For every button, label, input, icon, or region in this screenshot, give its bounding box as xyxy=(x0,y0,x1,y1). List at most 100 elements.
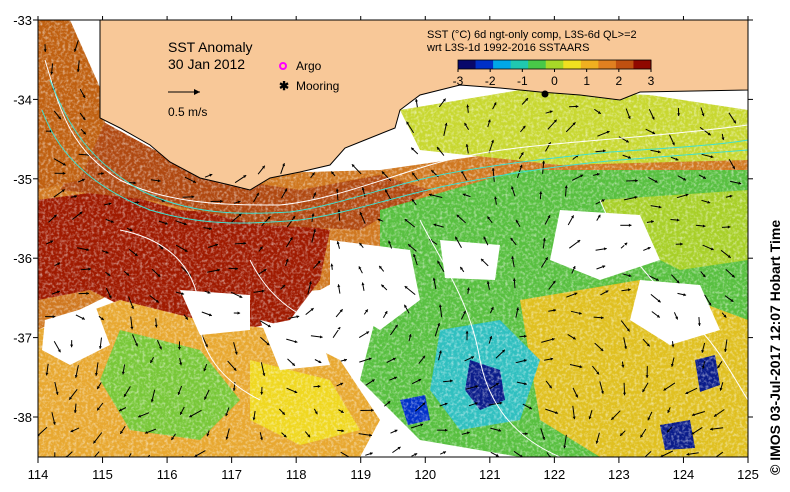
current-vector-head xyxy=(621,364,625,368)
current-vector-head xyxy=(578,311,582,315)
colorbar-swatch xyxy=(598,60,617,69)
colorbar-tick-label: 2 xyxy=(615,74,622,88)
current-vector-head xyxy=(602,149,606,153)
vector-scale: 0.5 m/s xyxy=(168,89,207,119)
current-vector-head xyxy=(670,363,674,367)
current-vector-head xyxy=(157,273,161,277)
current-vector-head xyxy=(683,177,686,181)
current-vector-head xyxy=(296,315,300,319)
current-vector-head xyxy=(330,263,334,267)
current-vector-head xyxy=(732,166,735,170)
current-vector-head xyxy=(252,417,256,421)
y-tick-label: -35 xyxy=(13,172,32,187)
colorbar-swatch xyxy=(615,60,634,69)
current-vector-head xyxy=(161,199,165,202)
current-vector-head xyxy=(572,416,576,420)
current-vector-head xyxy=(466,431,470,435)
current-vector-head xyxy=(512,278,516,281)
x-tick-label: 115 xyxy=(92,467,113,482)
current-vector-head xyxy=(101,172,104,176)
current-vector-head xyxy=(487,119,491,123)
current-vector-head xyxy=(438,350,442,354)
current-vector-head xyxy=(308,281,312,285)
current-vector-head xyxy=(714,413,717,417)
current-vector-head xyxy=(597,214,601,218)
current-vector-head xyxy=(207,290,211,294)
current-vector-head xyxy=(393,376,397,380)
current-vector-head xyxy=(515,219,519,223)
current-vector-head xyxy=(351,164,355,168)
current-vector-head xyxy=(550,357,554,361)
current-vector-head xyxy=(580,174,584,178)
current-vector-head xyxy=(74,195,77,199)
sst-field xyxy=(38,20,748,466)
current-vector-head xyxy=(52,315,56,319)
current-vector-head xyxy=(397,446,401,450)
y-tick-label: -33 xyxy=(13,13,32,28)
current-vector-head xyxy=(625,139,629,143)
current-vector-head xyxy=(658,205,662,209)
current-vector-head xyxy=(379,265,382,269)
current-vector-head xyxy=(316,460,319,463)
current-vector-head xyxy=(50,240,54,244)
colorbar-swatch xyxy=(545,60,564,69)
current-vector-head xyxy=(707,132,711,136)
current-vector xyxy=(644,451,652,457)
current-vector xyxy=(65,451,73,457)
current-vector-head xyxy=(529,406,532,410)
current-vector-head xyxy=(577,240,581,243)
argo-label: Argo xyxy=(296,59,322,73)
current-vector-head xyxy=(455,236,458,240)
current-vector-head xyxy=(685,391,689,395)
current-vector-head xyxy=(55,391,59,395)
current-vector-head xyxy=(418,378,422,382)
current-vector xyxy=(181,455,184,457)
current-vector-head xyxy=(220,199,223,203)
x-tick-label: 119 xyxy=(350,467,371,482)
current-vector-head xyxy=(675,157,679,161)
current-vector-head xyxy=(520,454,523,457)
current-vector-head xyxy=(420,423,424,427)
current-vector-head xyxy=(498,428,502,432)
current-vector-head xyxy=(683,293,687,297)
current-vector-head xyxy=(692,413,695,417)
current-vector-head xyxy=(474,458,477,461)
current-vector-head xyxy=(465,144,469,147)
current-vector-head xyxy=(708,302,712,306)
current-vector-head xyxy=(377,218,381,222)
current-vector-head xyxy=(369,433,372,437)
current-vector-head xyxy=(444,122,448,126)
current-vector-head xyxy=(282,163,285,167)
current-vector-head xyxy=(522,125,526,129)
current-vector-head xyxy=(283,434,287,438)
current-vector-head xyxy=(82,117,86,121)
current-vector-head xyxy=(594,463,597,466)
current-vector-head xyxy=(150,360,153,363)
current-vector-head xyxy=(572,336,576,340)
current-vector-head xyxy=(475,385,479,389)
current-vector-head xyxy=(130,326,134,330)
current-vector-head xyxy=(723,314,727,318)
current-vector-head xyxy=(307,434,311,438)
current-vector-head xyxy=(444,428,448,432)
current-vector-head xyxy=(727,255,731,258)
current-vector-head xyxy=(499,401,503,405)
current-vector-head xyxy=(652,131,656,135)
current-vector-head xyxy=(206,433,210,437)
current-vector-head xyxy=(62,171,66,175)
x-tick-label: 123 xyxy=(608,467,630,482)
current-vector-head xyxy=(150,399,154,403)
current-vector-head xyxy=(519,164,523,168)
current-vector-head xyxy=(701,113,705,117)
current-vector-head xyxy=(702,274,706,278)
current-vector-head xyxy=(686,452,690,456)
current-vector-head xyxy=(481,258,484,262)
current-vector-head xyxy=(495,383,499,386)
current-vector-head xyxy=(431,170,435,173)
colorbar-swatch xyxy=(528,60,547,69)
current-vector xyxy=(93,451,100,457)
current-vector-head xyxy=(180,411,183,415)
current-vector-head xyxy=(294,390,298,394)
argo-marker-icon xyxy=(279,62,287,70)
